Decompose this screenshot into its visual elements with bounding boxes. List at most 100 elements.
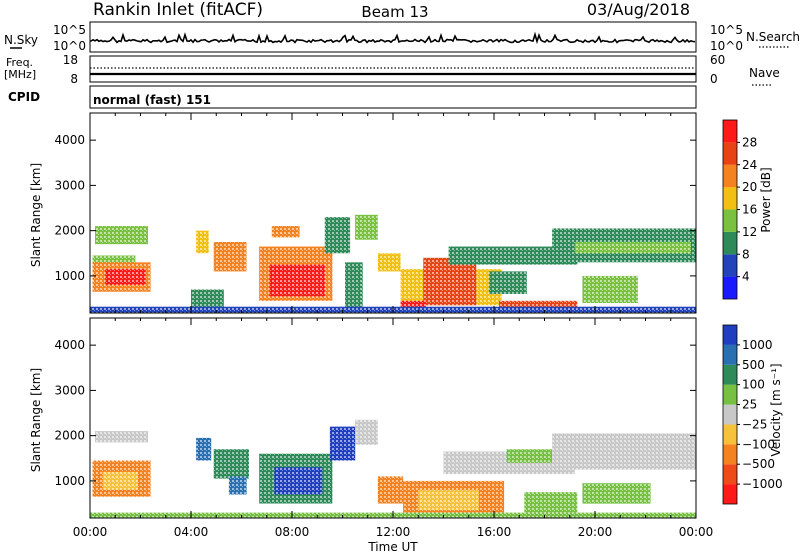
power-echo-texture xyxy=(92,255,136,265)
velocity-colorbar-label: Velocity [m s⁻¹] xyxy=(769,363,783,456)
power-ytick-label: 1000 xyxy=(54,269,85,283)
power-echo-texture xyxy=(324,217,351,254)
velocity-echo-texture xyxy=(377,476,404,504)
power-echo-texture xyxy=(191,289,224,308)
power-colorbar-swatch xyxy=(723,209,737,232)
power-colorbar-tick-label: 16 xyxy=(742,203,757,217)
velocity-colorbar-swatch xyxy=(723,364,737,385)
power-colorbar-tick-label: 20 xyxy=(742,180,757,194)
time-tick-label: 04:00 xyxy=(174,525,209,539)
velocity-ytick-label: 2000 xyxy=(54,429,85,443)
power-echo-texture xyxy=(574,242,691,254)
nsearch-label: N.Search xyxy=(746,30,800,44)
power-colorbar-tick-label: 4 xyxy=(742,270,750,284)
velocity-colorbar-swatch xyxy=(723,404,737,425)
power-echo-texture xyxy=(488,271,527,294)
velocity-colorbar-tick-label: −500 xyxy=(742,457,775,471)
velocity-echo-texture xyxy=(524,492,578,513)
velocity-colorbar-swatch xyxy=(723,424,737,445)
nsky-label: N.Sky xyxy=(4,33,38,47)
nave-tick-bottom: 0 xyxy=(710,72,718,86)
time-tick-label: 08:00 xyxy=(275,525,310,539)
power-colorbar-tick-label: 8 xyxy=(742,247,750,261)
power-colorbar-swatch xyxy=(723,276,737,299)
beam-label: Beam 13 xyxy=(361,3,428,21)
velocity-colorbar-tick-label: 100 xyxy=(742,378,765,392)
velocity-echo-texture xyxy=(582,483,651,504)
power-echo-texture xyxy=(269,264,325,297)
power-colorbar-tick-label: 28 xyxy=(742,135,757,149)
power-echo-texture xyxy=(499,300,578,313)
nsearch-tick-top: 10^5 xyxy=(710,23,743,37)
power-colorbar-swatch xyxy=(723,231,737,255)
velocity-colorbar-tick-label: 25 xyxy=(742,398,757,412)
power-echo-texture xyxy=(345,262,363,308)
freq-unit: [MHz] xyxy=(4,68,36,81)
velocity-colorbar-swatch xyxy=(723,344,737,365)
nave-tick-top: 60 xyxy=(710,53,725,67)
power-echo-texture xyxy=(196,230,209,254)
nsky-tick-top: 10^5 xyxy=(53,23,86,37)
velocity-colorbar-tick-label: 1000 xyxy=(742,338,773,352)
power-colorbar-swatch xyxy=(723,120,737,143)
velocity-ytick-label: 4000 xyxy=(54,338,85,352)
power-echo-texture xyxy=(355,214,378,240)
power-echo-texture xyxy=(377,253,401,272)
velocity-colorbar-swatch xyxy=(723,384,737,405)
power-echo-texture xyxy=(271,226,300,238)
power-echo-texture xyxy=(213,242,247,272)
velocity-ytick-label: 1000 xyxy=(54,474,85,488)
power-colorbar-label: Power [dB] xyxy=(759,167,773,232)
cpid-row: CPID normal (fast) 151 xyxy=(8,85,697,109)
velocity-echo-texture xyxy=(355,419,378,445)
nave-label: Nave xyxy=(749,66,780,80)
nsky-tick-bottom: 10^0 xyxy=(53,39,86,53)
cpid-text: normal (fast) 151 xyxy=(93,93,211,107)
power-colorbar-swatch xyxy=(723,164,737,188)
velocity-echo-texture xyxy=(329,426,356,461)
velocity-colorbar-swatch xyxy=(723,325,737,345)
velocity-echo-texture xyxy=(95,431,148,443)
velocity-colorbar-tick-label: −100 xyxy=(742,437,775,451)
power-echo-texture xyxy=(95,226,148,245)
time-axis-label: Time UT xyxy=(367,540,418,554)
power-colorbar-tick-label: 12 xyxy=(742,225,757,239)
time-tick-label: 00:00 xyxy=(679,525,714,539)
velocity-colorbar-swatch xyxy=(723,444,737,465)
power-colorbar-tick-label: 24 xyxy=(742,158,757,172)
velocity-echo-texture xyxy=(196,437,212,461)
power-echo-texture xyxy=(448,246,578,265)
velocity-echo-texture xyxy=(228,476,247,495)
velocity-ylabel: Slant Range [km] xyxy=(29,368,43,472)
velocity-echo-texture xyxy=(418,489,479,511)
power-ylabel: Slant Range [km] xyxy=(29,163,43,267)
velocity-echo-texture xyxy=(102,471,138,490)
time-tick-label: 12:00 xyxy=(376,525,411,539)
freq-tick-top: 18 xyxy=(63,53,78,67)
velocity-colorbar-frame xyxy=(722,324,738,505)
power-echo-texture xyxy=(105,269,146,285)
time-tick-label: 16:00 xyxy=(477,525,512,539)
cpid-label: CPID xyxy=(8,90,40,104)
velocity-panel: 1000 2000 3000 4000 Slant Range [km] 1000 50… xyxy=(29,317,783,519)
time-tick-label: 00:00 xyxy=(73,525,108,539)
power-ytick-label: 2000 xyxy=(54,224,85,238)
freq-panel: Freq. [MHz] 18 8 60 0 Nave xyxy=(4,53,780,86)
power-ytick-label: 4000 xyxy=(54,133,85,147)
power-colorbar-swatch xyxy=(723,187,737,210)
nsky-panel: N.Sky 10^5 10^0 10^5 10^0 N.Search xyxy=(4,21,800,53)
velocity-colorbar-swatch xyxy=(723,464,737,485)
power-panel: 1000 2000 3000 4000 Slant Range [km] 4 8 12 16… xyxy=(29,112,773,314)
time-tick-label: 20:00 xyxy=(578,525,613,539)
power-colorbar-swatch xyxy=(723,254,737,277)
freq-tick-bottom: 8 xyxy=(70,72,78,86)
power-ytick-label: 3000 xyxy=(54,178,85,192)
nsearch-tick-bottom: 10^0 xyxy=(710,39,743,53)
velocity-echo-texture xyxy=(552,433,696,470)
velocity-colorbar-tick-label: −25 xyxy=(742,417,767,431)
velocity-echo-texture xyxy=(506,449,553,463)
velocity-echo-texture xyxy=(274,467,323,495)
velocity-echo-texture xyxy=(213,449,249,479)
freq-label: Freq. xyxy=(6,56,33,69)
